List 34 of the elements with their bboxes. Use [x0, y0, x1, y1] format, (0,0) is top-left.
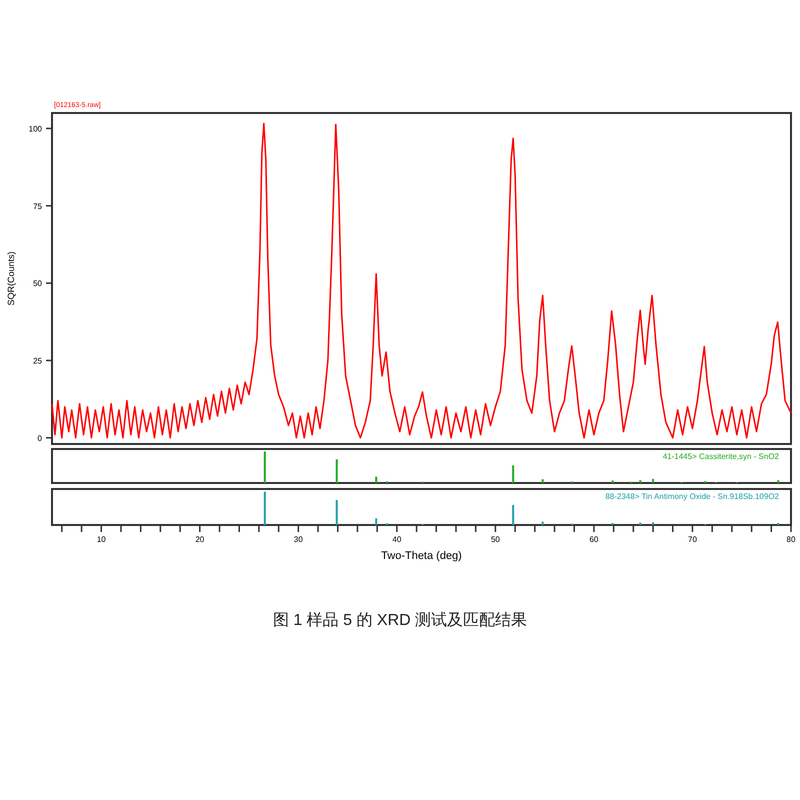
bar: [639, 480, 642, 483]
y-tick-label: 25: [33, 356, 43, 366]
x-tick-label: 40: [392, 535, 402, 544]
bar: [542, 479, 544, 483]
x-tick-label: 50: [490, 535, 500, 544]
x-tick-label: 70: [688, 535, 698, 544]
bar: [512, 465, 514, 483]
bar: [336, 459, 338, 483]
bar: [264, 452, 266, 483]
bar: [375, 518, 378, 525]
bar: [652, 478, 654, 483]
bar: [542, 522, 544, 525]
bar: [777, 480, 780, 483]
bar: [336, 500, 338, 525]
text: 41-1445> Cassiterite,syn - SnO2: [662, 452, 780, 461]
y-tick-label: 100: [28, 124, 43, 134]
line-series: [51, 122, 792, 439]
y-tick-label: 0: [38, 434, 43, 443]
x-tick-label: 20: [195, 535, 205, 544]
x-tick-label: 10: [96, 535, 106, 544]
bar: [612, 480, 614, 483]
x-tick-label: 80: [786, 535, 796, 544]
bar: [652, 522, 654, 525]
caption: 图 1 样品 5 的 XRD 测试及匹配结果: [272, 611, 528, 629]
y-tick-label: 75: [33, 202, 43, 211]
y-axis-title: SQR(Counts): [6, 251, 16, 306]
bar: [512, 505, 514, 525]
text: 88-2348> Tin Antimony Oxide - Sn.918Sb.109O2: [605, 492, 780, 501]
y-tick-label: 50: [33, 279, 43, 288]
x-tick-label: 30: [294, 535, 304, 544]
x-tick-label: 60: [589, 535, 599, 544]
bar: [375, 476, 378, 483]
x-axis-title: Two-Theta (deg): [381, 550, 462, 562]
bar: [264, 492, 266, 525]
